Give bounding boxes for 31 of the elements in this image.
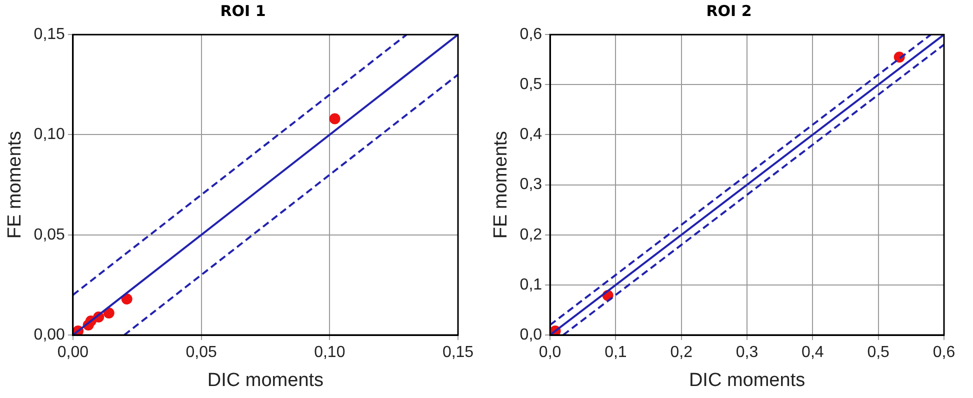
y-tick-label: 0,00 (34, 326, 66, 344)
y-tick-label: 0,0 (520, 326, 542, 344)
x-tick-label: 0,2 (670, 344, 693, 362)
y-tick-label: 0,3 (520, 176, 542, 194)
x-tick-label: 0,4 (802, 344, 824, 362)
x-tick-label: 0,6 (932, 344, 956, 362)
point (121, 293, 132, 304)
x-tick-label: 0,00 (57, 344, 89, 362)
x-axis-title: DIC moments (688, 370, 806, 391)
y-tick-label: 0,4 (520, 126, 542, 144)
chart-title: ROI 2 (705, 2, 753, 20)
x-tick-label: 0,0 (538, 344, 562, 362)
chart-title: ROI 1 (219, 2, 267, 20)
x-axis-title: DIC moments (207, 370, 324, 391)
y-axis-title: FE moments (4, 130, 26, 239)
x-tick-label: 0,3 (736, 344, 758, 362)
x-tick-label: 0,15 (442, 344, 474, 362)
x-tick-label: 0,1 (604, 344, 627, 362)
point (103, 307, 114, 318)
y-tick-label: 0,6 (520, 26, 542, 44)
y-tick-label: 0,5 (520, 76, 542, 94)
y-tick-label: 0,15 (34, 26, 66, 44)
x-tick-label: 0,5 (867, 344, 890, 362)
y-tick-label: 0,1 (520, 276, 542, 294)
x-tick-label: 0,10 (314, 344, 346, 362)
y-tick-label: 0,05 (34, 226, 66, 244)
y-axis-title: FE moments (490, 130, 512, 239)
y-tick-label: 0,10 (34, 126, 66, 144)
x-tick-label: 0,05 (186, 344, 217, 362)
y-tick-label: 0,2 (520, 226, 542, 244)
point (329, 113, 340, 124)
